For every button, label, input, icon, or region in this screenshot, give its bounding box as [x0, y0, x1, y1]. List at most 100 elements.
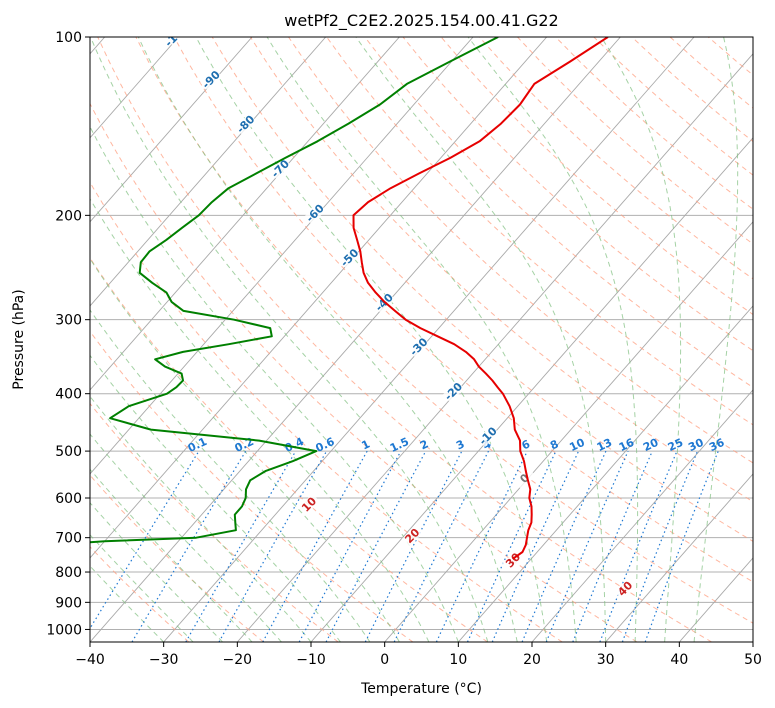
isotherm-line	[605, 473, 753, 642]
moist-adiabat-line	[90, 395, 312, 642]
dry-adiabat-line	[440, 37, 753, 316]
sounding-profiles	[90, 37, 609, 560]
y-tick-label: 400	[55, 387, 82, 403]
y-tick-label: 700	[55, 531, 82, 547]
isotherm-label-bg	[304, 202, 327, 225]
mixing-ratio-label: 16	[617, 436, 637, 454]
x-axis-label: Temperature (°C)	[360, 681, 482, 697]
mixing-ratio-line	[185, 450, 297, 642]
x-tick-label: 0	[380, 652, 389, 668]
mixing-ratio-label: 10	[567, 436, 587, 454]
moist-adiabat-line	[137, 37, 518, 642]
isotherm-line	[90, 37, 253, 223]
mixing-ratio-label: 25	[666, 436, 685, 454]
y-tick-label: 200	[55, 208, 82, 224]
moist-adiabat-line	[90, 354, 341, 642]
isotherm-line	[90, 37, 621, 642]
isotherm-label-bg	[401, 524, 424, 547]
isotherm-line	[752, 641, 753, 642]
dry-adiabat-line	[173, 37, 753, 583]
isotherm-label-bg	[614, 577, 637, 600]
dry-adiabat-line	[90, 474, 264, 642]
y-axis-label: Pressure (hPa)	[11, 289, 27, 389]
y-axis: 100 200 300 400 500 600 700 800 900 1000	[46, 30, 90, 638]
moist-adiabat-line	[195, 37, 548, 642]
series-line-dewpoint	[90, 37, 499, 544]
moist-adiabat-line	[90, 501, 223, 642]
isotherm-line	[531, 389, 753, 642]
isotherm-label-bg	[513, 467, 536, 490]
mixing-ratio-line	[644, 450, 719, 642]
x-tick-label: 40	[670, 652, 688, 668]
y-tick-label: 600	[55, 491, 82, 507]
isotherm-line	[236, 53, 753, 642]
dry-adiabat-line	[90, 181, 563, 642]
series-line-temperature	[352, 37, 609, 560]
moist-adiabat-line	[693, 37, 739, 642]
moist-adiabat-line	[90, 468, 253, 642]
dry-adiabat-line	[90, 402, 339, 642]
moist-adiabat-line	[467, 37, 639, 642]
y-tick-label: 300	[55, 313, 82, 329]
moist-adiabat-line	[90, 433, 282, 642]
isotherm-label-bg	[200, 68, 223, 91]
isotherm-line	[90, 37, 400, 391]
isotherm-line	[90, 37, 474, 475]
mixing-ratio-line	[298, 450, 402, 642]
dry-adiabat-line	[326, 37, 753, 426]
mixing-ratio-label: 30	[686, 436, 706, 454]
moist-adiabat-line	[90, 257, 400, 642]
x-tick-label: 20	[523, 652, 541, 668]
isotherm-line	[163, 37, 695, 642]
x-tick-label: −30	[149, 652, 179, 668]
moist-adiabat-line	[355, 37, 607, 642]
mixing-ratio-line	[435, 450, 528, 642]
y-tick-label: 900	[55, 595, 82, 611]
x-tick-label: −40	[75, 652, 105, 668]
plot-area: 0.10.20.40.611.52346810131620253036-100-…	[89, 36, 754, 643]
isotherm-label-bg	[338, 246, 361, 269]
y-tick-label: 800	[55, 565, 82, 581]
x-tick-label: 50	[744, 652, 762, 668]
y-tick-label: 100	[55, 30, 82, 46]
isotherm-label-bg	[477, 425, 500, 448]
isotherm-label-bg	[234, 113, 257, 136]
mixing-ratio-label: 36	[707, 436, 727, 454]
moist-adiabat-line	[90, 197, 430, 642]
x-tick-label: 30	[597, 652, 615, 668]
dry-adiabat-line	[135, 37, 753, 624]
moist-adiabat-line	[90, 125, 459, 642]
mixing-ratio-line	[393, 450, 490, 642]
dry-adiabat-line	[288, 37, 753, 464]
background-lines	[90, 37, 753, 642]
moist-adiabat-line	[600, 37, 682, 642]
isotherm-label-bg	[269, 157, 292, 180]
mixing-ratio-label: 20	[641, 436, 661, 454]
dry-adiabat-line	[97, 37, 712, 642]
isotherm-label-bg	[442, 380, 465, 403]
moist-adiabat-line	[266, 37, 577, 642]
x-axis: −40 −30 −20 −10 0 10 20 30 40 50	[75, 642, 762, 668]
dry-adiabat-line	[211, 37, 753, 542]
isotherm-line	[457, 305, 753, 642]
mixing-ratio-line	[90, 450, 200, 630]
isotherm-label-bg	[165, 37, 188, 47]
plot-frame	[89, 36, 754, 643]
y-tick-label: 500	[55, 444, 82, 460]
x-tick-label: 10	[449, 652, 467, 668]
isotherm-line	[384, 221, 753, 642]
dry-adiabat-line	[402, 37, 753, 352]
x-tick-label: −20	[223, 652, 253, 668]
isotherm-line	[310, 137, 753, 642]
moist-adiabat-line	[90, 37, 489, 642]
isotherm-label-bg	[298, 493, 321, 516]
mixing-ratio-line	[131, 450, 247, 642]
isotherm-label-bg	[407, 336, 430, 358]
mixing-ratio-line	[621, 450, 699, 642]
dry-adiabat-line	[90, 257, 488, 642]
isotherm-line	[90, 37, 327, 307]
chart-title: wetPf2_C2E2.2025.154.00.41.G22	[284, 11, 558, 31]
y-tick-label: 1000	[46, 622, 82, 638]
mixing-ratio-label: 13	[595, 436, 614, 454]
